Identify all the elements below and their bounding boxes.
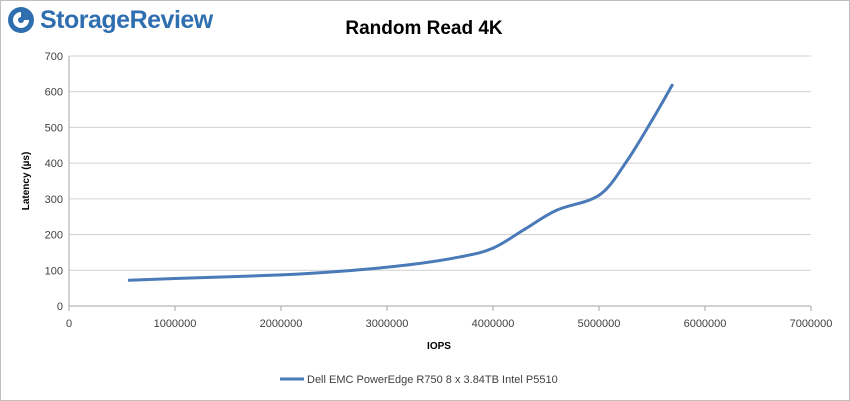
storagereview-logo-icon <box>8 7 34 33</box>
brand-logo: StorageReview <box>6 4 213 36</box>
axes <box>68 56 812 311</box>
legend: Dell EMC PowerEdge R750 8 x 3.84TB Intel… <box>280 374 558 386</box>
data-point <box>459 255 463 259</box>
y-tick-label: 500 <box>45 122 63 134</box>
data-point <box>523 227 527 231</box>
gridlines <box>69 55 811 307</box>
data-point <box>279 273 283 277</box>
y-tick-label: 300 <box>45 194 63 206</box>
legend-label: Dell EMC PowerEdge R750 8 x 3.84TB Intel… <box>307 374 558 386</box>
data-point <box>491 246 495 250</box>
y-tick-label: 400 <box>45 158 63 170</box>
x-tick-label: 5000000 <box>578 318 621 330</box>
y-tick-label: 100 <box>45 265 63 277</box>
y-tick-label: 200 <box>45 230 63 242</box>
y-axis-title: Latency (µs) <box>21 152 32 211</box>
data-point <box>406 263 410 267</box>
series-line <box>127 83 674 282</box>
y-tick-label: 0 <box>57 301 63 313</box>
series-layer <box>127 83 674 282</box>
x-tick-label: 7000000 <box>790 318 833 330</box>
x-tick-label: 1000000 <box>154 318 197 330</box>
y-tick-label: 700 <box>45 51 63 63</box>
x-tick-labels: 0 1000000 2000000 3000000 4000000 5000000 6000… <box>66 318 832 330</box>
brand-name: StorageReview <box>40 5 213 34</box>
x-tick-label: 0 <box>66 318 72 330</box>
x-tick-label: 3000000 <box>366 318 409 330</box>
data-point <box>650 118 654 122</box>
data-point <box>624 161 627 165</box>
chart-title: Random Read 4K <box>345 18 503 39</box>
data-point <box>670 83 674 87</box>
data-point <box>173 277 177 280</box>
x-tick-label: 4000000 <box>472 318 515 330</box>
y-tick-label: 600 <box>45 87 63 99</box>
y-tick-labels: 0 100 200 300 400 500 600 700 <box>45 51 63 313</box>
data-point <box>337 269 341 273</box>
x-tick-label: 6000000 <box>684 318 727 330</box>
x-axis-title: IOPS <box>427 341 451 352</box>
x-tick-label: 2000000 <box>260 318 303 330</box>
data-point <box>597 193 601 197</box>
data-point <box>555 208 559 212</box>
data-point <box>127 278 131 282</box>
